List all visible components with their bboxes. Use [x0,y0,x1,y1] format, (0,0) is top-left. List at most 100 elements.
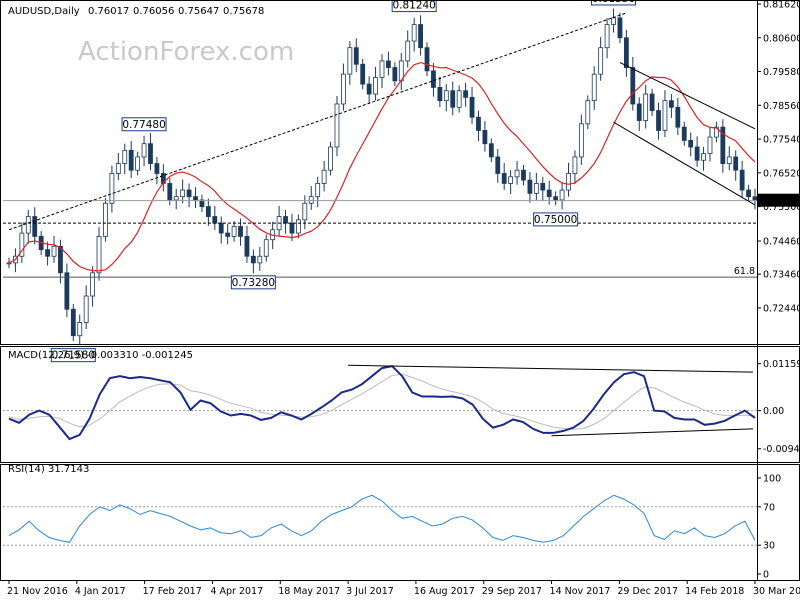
price-candle-body [199,199,205,207]
price-candle-body [694,146,700,161]
price-close: 0.75678 [223,6,264,17]
price-candle-body [244,235,250,257]
price-candle-body [109,173,115,204]
price-candle-body [495,156,501,174]
price-candle-body [283,216,288,224]
price-candle-body [19,232,25,257]
moving-average-line [8,61,756,272]
price-candle-body [701,153,706,161]
price-candle-body [180,189,186,198]
price-y-tick-label: 0.81620 [763,0,800,10]
price-candle-body [360,63,366,85]
price-candle-body [527,179,533,194]
price-candle-body [250,255,256,264]
macd-trend-line [348,364,754,373]
price-candle-body [739,169,745,191]
price-candle-body [707,136,713,155]
price-candle-body [225,232,231,237]
price-candle-body [617,17,623,39]
price-y-tick-label: 0.79580 [763,67,800,78]
price-candle-body [32,216,38,237]
price-candle-body [212,216,218,224]
price-candle-body [572,156,578,174]
x-axis-tick-label: 29 Dec 2017 [617,586,678,597]
price-candle-body [643,93,649,121]
price-candle-body [193,196,198,201]
price-candle-body [514,169,520,178]
x-axis-tick-label: 14 Feb 2018 [685,586,744,597]
price-candle-body [598,47,604,75]
x-axis-tick-label: 4 Jan 2017 [75,586,126,597]
price-y-tick-label: 0.78560 [763,101,800,112]
price-candle-body [662,100,668,131]
price-candle-body [533,183,539,194]
price-y-tick-label: 0.74460 [763,237,800,248]
high-label: 0.81350 [592,0,635,5]
price-candle-body [450,90,456,108]
macd-y-tick-label: -0.009408 [763,444,800,455]
price-candle-body [231,226,237,237]
rsi-y-tick-label: 0 [763,570,769,581]
price-candle-body [25,216,31,234]
price-candle-body [353,47,359,65]
high-label-box [591,0,637,6]
price-candle-body [64,272,70,310]
price-candle-body [424,47,430,72]
price-candle-body [135,156,141,171]
trend-line-dashed [8,12,627,231]
x-axis-tick-label: 17 Feb 2017 [143,586,202,597]
price-y-tick-label: 0.77540 [763,135,800,146]
price-candle-body [566,173,571,191]
price-candle-body [341,73,346,105]
price-high: 0.76056 [133,6,174,17]
rsi-y-tick-label: 100 [763,474,781,485]
macd-plot: MACD(12,26,9) -0.003310 -0.001245 [3,350,757,441]
price-candle-body [186,189,192,198]
price-candle-body [77,322,83,337]
price-candle-body [559,189,565,201]
price-candle-body [122,149,128,164]
price-candle-body [205,206,211,217]
price-candle-body [218,222,224,234]
price-candle-body [675,106,681,128]
price-candle-body [141,143,147,158]
price-candle-body [295,219,301,234]
price-candle-body [437,87,443,102]
price-candle-body [373,77,378,95]
watermark: ActionForex.com [78,37,294,67]
price-candle-body [70,308,76,337]
price-candle-body [366,83,372,95]
price-candle-body [308,196,314,204]
low-label-box [50,348,96,363]
macd-trend-line [551,428,754,437]
panel-frame [0,346,800,463]
price-candle-body [726,156,732,164]
price-y-tick-label: 0.73460 [763,270,800,281]
price-candle-body [58,245,63,274]
price-candle-body [630,67,636,105]
price-candle-body [752,196,758,201]
channel-upper-line [619,62,756,130]
price-candle-body [688,139,694,148]
price-candle-body [649,93,655,111]
x-axis-tick-label: 16 Aug 2017 [414,586,475,597]
price-candle-body [623,37,629,68]
price-candle-body [482,130,488,145]
price-candle-body [636,103,642,121]
low-label: 0.71580 [52,350,95,362]
price-candle-body [668,100,674,108]
price-candle-body [392,67,398,82]
low-label: 0.75000 [534,214,577,226]
price-candle-body [604,24,610,49]
price-candle-body [83,295,89,323]
rsi-y-tick-label: 70 [763,502,775,513]
low-label-box [533,212,579,227]
price-candle-body [379,60,385,78]
price-candle-body [508,176,514,184]
price-candle-body [469,96,475,118]
price-panel: AUDUSD,Daily 0.76017 0.76056 0.75647 0.7… [8,6,264,17]
high-label: 0.81240 [392,0,435,12]
price-candle-body [173,196,179,201]
macd-series-line [8,365,756,441]
price-candle-body [321,169,327,184]
